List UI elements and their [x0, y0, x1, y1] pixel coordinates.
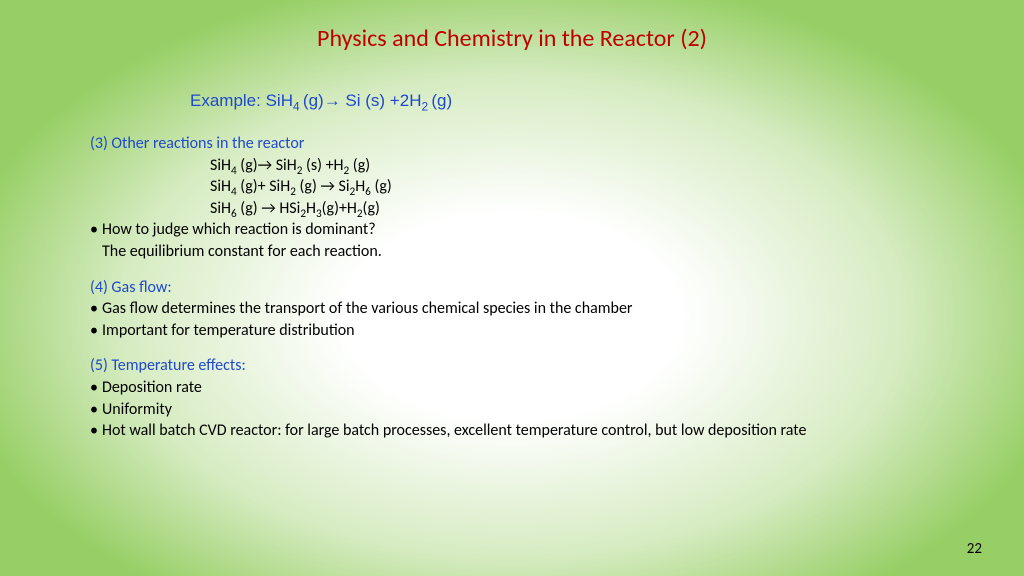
- page-number: 22: [967, 540, 982, 558]
- bullet-gasflow-2: Important for temperature distribution: [90, 320, 934, 342]
- content-block: (3) Other reactions in the reactor SiH4 …: [90, 133, 934, 442]
- example-line: Example: SiH4 (g)→ Si (s) +2H2 (g): [190, 91, 934, 111]
- section-5-heading: (5) Temperature effects:: [90, 355, 934, 377]
- example-equation: SiH4 (g)→ Si (s) +2H2 (g): [266, 91, 453, 110]
- section-3-heading: (3) Other reactions in the reactor: [90, 133, 934, 155]
- bullet-temp-2: Uniformity: [90, 399, 934, 421]
- example-label: Example:: [190, 91, 266, 110]
- slide: Physics and Chemistry in the Reactor (2)…: [0, 0, 1024, 576]
- equation-1: SiH4 (g)→ SiH2 (s) +H2 (g): [210, 155, 934, 177]
- bullet-temp-3: Hot wall batch CVD reactor: for large ba…: [90, 420, 934, 442]
- bullet-gasflow-1: Gas flow determines the transport of the…: [90, 298, 934, 320]
- section-4-heading: (4) Gas flow:: [90, 277, 934, 299]
- bullet-dominant: How to judge which reaction is dominant?: [90, 219, 934, 241]
- equation-3: SiH6 (g) → HSi2H3(g)+H2(g): [210, 198, 934, 220]
- slide-title: Physics and Chemistry in the Reactor (2): [90, 24, 934, 53]
- equation-2: SiH4 (g)+ SiH2 (g) → Si2H6 (g): [210, 176, 934, 198]
- line-equilibrium: The equilibrium constant for each reacti…: [90, 241, 934, 263]
- bullet-temp-1: Deposition rate: [90, 377, 934, 399]
